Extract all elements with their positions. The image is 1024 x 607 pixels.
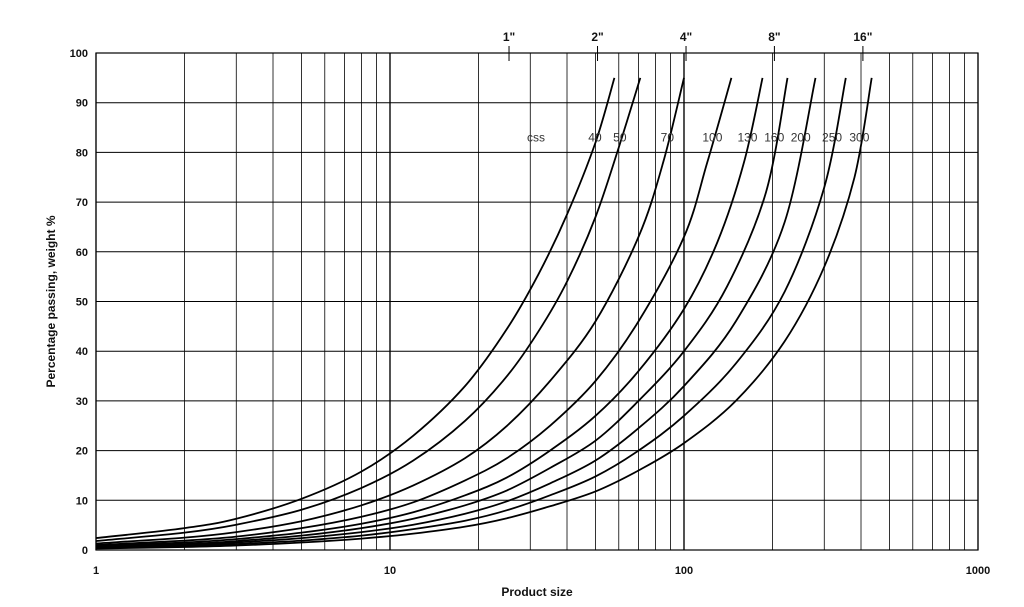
series-label: 50 [613,130,627,144]
series-label: 250 [822,130,842,144]
y-axis-label: Percentage passing, weight % [44,215,58,387]
y-tick-label: 80 [76,147,88,159]
top-marker-label: 1" [503,30,515,44]
x-axis-label: Product size [501,585,573,599]
series-label: 100 [702,130,722,144]
series-label: 200 [791,130,811,144]
series-label: 160 [764,130,784,144]
y-tick-label: 50 [76,297,88,309]
series-curve [95,77,873,550]
y-tick-label: 70 [76,197,88,209]
series-curve [95,77,817,549]
y-tick-label: 90 [76,98,88,110]
series-curves [95,77,873,550]
x-tick-label: 10 [384,565,396,577]
css-label: css [527,130,545,144]
series-label: 130 [737,130,757,144]
y-tick-label: 100 [70,48,88,60]
x-tick-label: 1000 [966,565,990,577]
series-curve [95,77,685,545]
series-label: 40 [588,130,602,144]
series-curve [95,77,764,547]
y-tick-label: 0 [82,545,88,557]
series-labels: css 40 50 70 100 130 160 200 250 300 [527,130,870,144]
series-curve [95,77,789,548]
series-curve [95,77,642,542]
plot-frame [95,52,979,551]
y-tick-label: 40 [76,346,88,358]
grid [95,52,979,551]
y-tick-label: 20 [76,446,88,458]
x-tick-label: 1 [93,565,99,577]
y-tick-label: 10 [76,495,88,507]
top-size-markers: 1" 2" 4" 8" 16" [503,30,872,61]
top-marker-label: 16" [853,30,872,44]
series-label: 300 [849,130,869,144]
series-curve [95,77,733,546]
series-label: 70 [661,130,675,144]
series-curve [95,77,847,549]
top-marker-label: 2" [591,30,603,44]
y-tick-label: 30 [76,396,88,408]
top-marker-label: 8" [768,30,780,44]
x-tick-label: 100 [675,565,693,577]
series-curve [95,77,616,539]
top-marker-label: 4" [680,30,692,44]
y-tick-label: 60 [76,247,88,259]
